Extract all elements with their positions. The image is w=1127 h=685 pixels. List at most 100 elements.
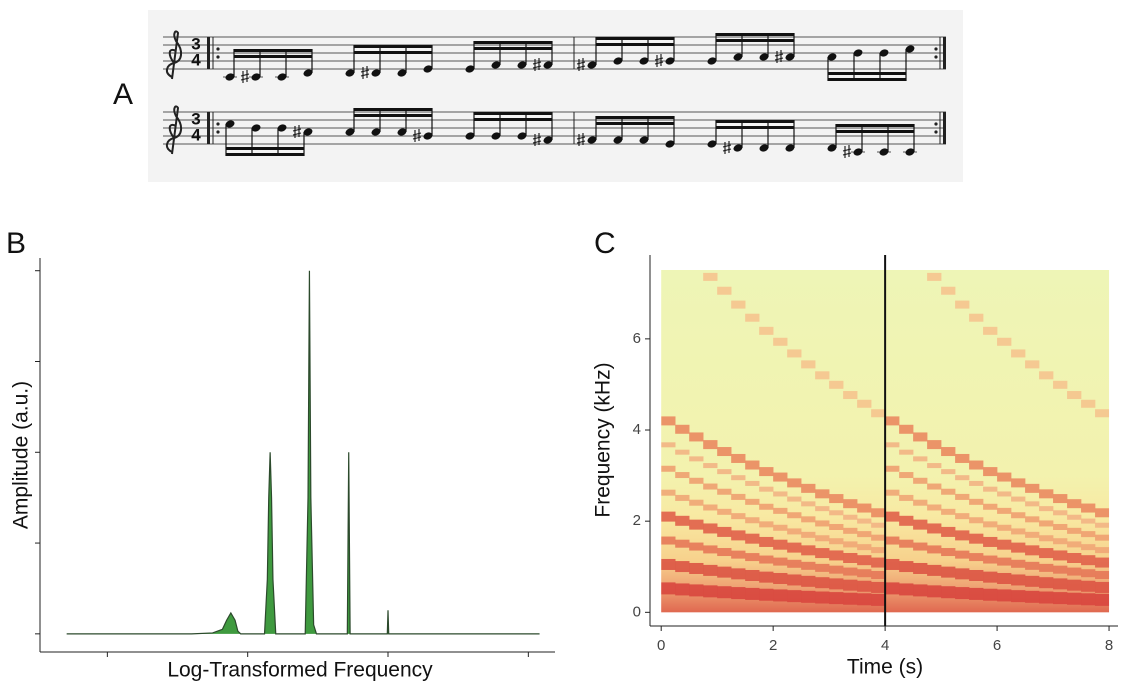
spectrogram-cell bbox=[689, 499, 704, 506]
spectrogram-cell bbox=[969, 460, 984, 470]
spectrogram-cell bbox=[773, 573, 788, 585]
note-head bbox=[827, 144, 837, 152]
spectrogram-cell bbox=[913, 519, 928, 530]
spectrogram-cell bbox=[1081, 544, 1096, 551]
spectrogram-cell bbox=[1025, 360, 1040, 369]
spectrogram-cell bbox=[815, 577, 830, 589]
note-head bbox=[517, 132, 527, 140]
spectrogram-cell bbox=[983, 326, 998, 335]
note-head bbox=[303, 128, 313, 136]
spectrogram-cell bbox=[997, 557, 1012, 566]
spectrogram-cell bbox=[997, 337, 1012, 346]
spectrogram-cell bbox=[801, 590, 816, 603]
spectrogram-cell bbox=[955, 300, 970, 309]
sharp bbox=[360, 66, 370, 79]
x-axis-title: Time (s) bbox=[847, 656, 923, 679]
spectrogram-cell bbox=[829, 550, 844, 561]
spectrogram-cell bbox=[927, 440, 942, 450]
spectrogram-cell bbox=[717, 566, 732, 578]
repeat-dot bbox=[934, 130, 938, 134]
x-tick-label: 4 bbox=[881, 637, 889, 654]
spectrogram-cell bbox=[941, 586, 956, 599]
spectrogram-cell bbox=[885, 416, 900, 426]
spectrogram-cell bbox=[983, 571, 998, 583]
note-head bbox=[827, 53, 837, 61]
spectrogram-cell bbox=[927, 483, 942, 490]
spectrogram-cell bbox=[787, 512, 802, 519]
spectrogram-cell bbox=[675, 583, 690, 596]
spectrogram-cell bbox=[787, 528, 802, 535]
spectrum-chart bbox=[35, 258, 555, 657]
spectrogram-cell bbox=[815, 489, 830, 499]
beam bbox=[716, 33, 794, 36]
treble-clef bbox=[166, 105, 182, 155]
spectrogram-cell bbox=[927, 504, 942, 511]
spectrogram-cell bbox=[815, 535, 830, 542]
spectrogram-cell bbox=[787, 559, 802, 568]
spectrogram-cell bbox=[717, 508, 732, 515]
spectrogram-cell bbox=[1039, 535, 1054, 542]
spectrogram-cell bbox=[689, 258, 703, 266]
spectrogram-cell bbox=[675, 449, 690, 455]
beam bbox=[716, 39, 794, 42]
spectrogram-cell bbox=[661, 582, 676, 595]
repeat-dot bbox=[216, 55, 220, 59]
note-head bbox=[465, 65, 475, 73]
x-tick-label: 2 bbox=[769, 637, 777, 654]
beam bbox=[596, 116, 674, 119]
spectrogram-cell bbox=[871, 581, 886, 593]
spectrogram-cell bbox=[1039, 489, 1054, 499]
spectrogram-cell bbox=[969, 587, 984, 600]
note-head bbox=[543, 61, 553, 69]
barline bbox=[207, 37, 210, 69]
spectrogram-cell bbox=[759, 503, 774, 510]
spectrogram-cell bbox=[731, 300, 746, 309]
note-head bbox=[225, 73, 235, 81]
spectrogram-cell bbox=[899, 515, 914, 526]
spectrogram-cell bbox=[913, 477, 928, 484]
beam bbox=[474, 118, 552, 121]
spectrogram-cell bbox=[773, 539, 788, 550]
note-head bbox=[465, 132, 475, 140]
spectrogram-cell bbox=[675, 494, 690, 501]
beam bbox=[234, 49, 312, 52]
spectrogram-cell bbox=[801, 561, 816, 570]
spectrogram-cell bbox=[703, 504, 718, 511]
spectrogram-cell bbox=[703, 564, 718, 576]
spectrogram-cell bbox=[759, 486, 774, 492]
spectrogram-cell bbox=[703, 545, 718, 554]
note-head bbox=[491, 132, 501, 140]
spectrogram-cell bbox=[1053, 578, 1068, 590]
spectrogram-cell bbox=[815, 548, 830, 559]
spectrogram-cell bbox=[745, 587, 760, 600]
time-signature: 3 bbox=[191, 109, 200, 128]
spectrogram-cell bbox=[829, 524, 844, 531]
y-axis-title: Amplitude (a.u.) bbox=[10, 381, 33, 529]
spectrogram-cell bbox=[815, 371, 830, 380]
spectrogram-cell bbox=[1067, 391, 1082, 400]
spectrogram-cell bbox=[1095, 570, 1110, 579]
spectrogram-cell bbox=[703, 463, 718, 469]
note-head bbox=[517, 61, 527, 69]
spectrogram-cell bbox=[731, 453, 746, 463]
spectrogram-cell bbox=[801, 501, 816, 507]
spectrogram-cell bbox=[899, 449, 914, 455]
spectrogram-cell bbox=[871, 547, 886, 554]
note-head bbox=[225, 120, 235, 128]
spectrogram-cell bbox=[717, 286, 732, 295]
sharp bbox=[412, 129, 422, 142]
spectrogram-cell bbox=[843, 579, 858, 591]
spectrogram-cell bbox=[745, 460, 760, 470]
beam bbox=[354, 51, 432, 54]
spectrogram-chart: 0 2 4 6 8 0 2 4 6 bbox=[633, 255, 1118, 654]
sharp bbox=[842, 145, 852, 158]
spectrogram-cell bbox=[759, 571, 774, 583]
spectrogram-cell bbox=[801, 545, 816, 556]
spectrogram-cell bbox=[857, 569, 872, 578]
beam bbox=[474, 112, 552, 115]
beam bbox=[234, 55, 312, 58]
spectrogram-cell bbox=[661, 442, 676, 448]
spectrogram-cell bbox=[731, 493, 746, 500]
note-head bbox=[303, 69, 313, 77]
spectrogram-cell bbox=[913, 542, 928, 551]
